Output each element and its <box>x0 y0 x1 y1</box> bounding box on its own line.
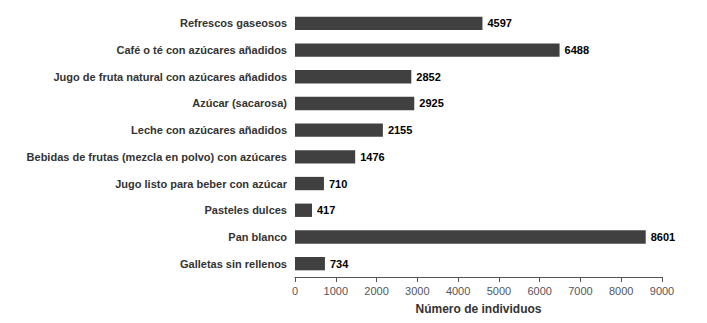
svg-text:8000: 8000 <box>609 285 633 297</box>
svg-text:Leche con azúcares añadidos: Leche con azúcares añadidos <box>131 124 287 136</box>
svg-text:9000: 9000 <box>650 285 674 297</box>
svg-text:6488: 6488 <box>565 44 589 56</box>
svg-text:Refrescos gaseosos: Refrescos gaseosos <box>180 17 287 29</box>
svg-text:8601: 8601 <box>651 231 675 243</box>
svg-text:0: 0 <box>292 285 298 297</box>
svg-text:417: 417 <box>317 204 335 216</box>
svg-text:Café o té con azúcares añadido: Café o té con azúcares añadidos <box>116 44 287 56</box>
svg-text:710: 710 <box>329 178 347 190</box>
svg-text:2852: 2852 <box>416 71 440 83</box>
svg-text:Jugo listo para beber con azúc: Jugo listo para beber con azúcar <box>115 178 287 190</box>
svg-text:Pasteles dulces: Pasteles dulces <box>204 204 287 216</box>
svg-text:7000: 7000 <box>568 285 592 297</box>
svg-text:4597: 4597 <box>487 17 511 29</box>
svg-text:Bebidas de frutas (mezcla en p: Bebidas de frutas (mezcla en polvo) con … <box>27 151 287 163</box>
svg-text:1000: 1000 <box>324 285 348 297</box>
svg-text:Galletas sin rellenos: Galletas sin rellenos <box>180 258 287 270</box>
svg-text:Azúcar (sacarosa): Azúcar (sacarosa) <box>192 97 287 109</box>
svg-text:1476: 1476 <box>360 151 384 163</box>
svg-text:2925: 2925 <box>419 97 443 109</box>
svg-text:5000: 5000 <box>487 285 511 297</box>
svg-text:Pan blanco: Pan blanco <box>228 231 287 243</box>
svg-text:2155: 2155 <box>388 124 412 136</box>
svg-text:Número de individuos: Número de individuos <box>415 302 541 316</box>
svg-text:4000: 4000 <box>446 285 470 297</box>
svg-text:3000: 3000 <box>405 285 429 297</box>
svg-text:Jugo de fruta natural con azúc: Jugo de fruta natural con azúcares añadi… <box>54 71 288 83</box>
svg-text:2000: 2000 <box>364 285 388 297</box>
svg-text:734: 734 <box>330 258 349 270</box>
svg-text:6000: 6000 <box>527 285 551 297</box>
